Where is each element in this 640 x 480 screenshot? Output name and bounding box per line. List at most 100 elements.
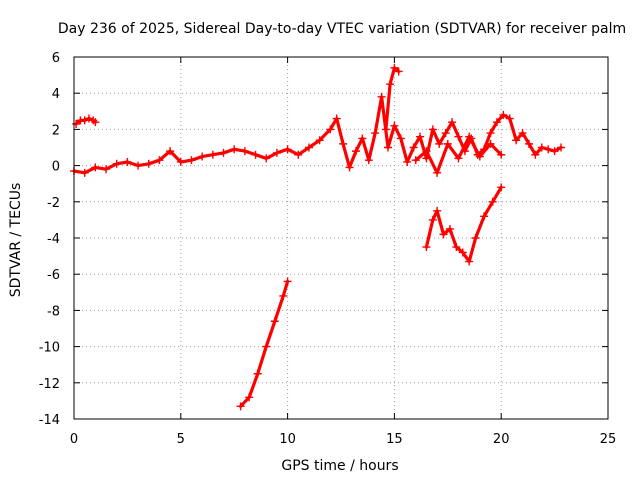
series-line [74, 116, 97, 126]
data-point [524, 139, 533, 148]
y-axis-title: SDTVAR / TECUs [8, 183, 24, 298]
y-tick-label: -10 [39, 341, 60, 356]
data-point [497, 150, 506, 159]
data-point [230, 145, 239, 154]
x-axis-title: GPS time / hours [281, 458, 398, 474]
x-tick-label: 0 [70, 432, 78, 447]
data-point [454, 154, 463, 163]
data-point [433, 168, 442, 177]
x-tick-labels: 0 5 10 15 20 25 [70, 432, 616, 447]
data-point [471, 234, 480, 242]
data-point [448, 118, 457, 127]
data-point [486, 129, 495, 138]
x-tick-label: 10 [279, 432, 296, 447]
data-point [262, 154, 271, 163]
data-point [443, 139, 452, 148]
data-point [488, 197, 497, 206]
data-point [358, 134, 367, 143]
data-point [332, 114, 341, 123]
data-point [416, 132, 425, 141]
data-point [499, 110, 508, 119]
axis-ticks [73, 56, 609, 420]
data-point [486, 139, 495, 148]
data-point [422, 147, 431, 156]
data-point [134, 161, 143, 170]
y-tick-label: -14 [39, 413, 60, 428]
data-point [428, 215, 437, 224]
data-point [465, 132, 474, 141]
data-point [381, 125, 390, 134]
data-point [294, 150, 303, 159]
x-tick-label: 20 [493, 432, 510, 447]
data-point [198, 152, 207, 161]
series-descending-arc [236, 277, 292, 411]
data-point [270, 317, 279, 326]
data-point [512, 136, 521, 145]
x-tick-label: 25 [600, 432, 617, 447]
x-tick-label: 5 [177, 432, 185, 447]
data-point [435, 139, 444, 148]
data-point [531, 150, 540, 159]
data-point [550, 147, 559, 156]
data-point [492, 118, 501, 127]
data-point [394, 67, 403, 76]
data-point [390, 121, 399, 130]
data-point [458, 248, 467, 257]
data-point [236, 402, 245, 411]
data-point [155, 156, 164, 165]
data-point [345, 163, 354, 172]
data-point [91, 163, 100, 172]
data-point [283, 145, 292, 154]
data-point [544, 145, 553, 154]
data-point [411, 156, 420, 165]
data-point [409, 143, 418, 152]
data-point [557, 143, 566, 152]
data-point [351, 147, 360, 156]
data-point [251, 150, 260, 159]
data-point [219, 148, 228, 157]
data-point [253, 369, 262, 378]
data-point [272, 148, 281, 157]
y-tick-labels: -14 -12 -10 -8 -6 -4 -2 0 2 4 6 [39, 51, 60, 428]
data-point [505, 114, 514, 123]
y-tick-label: -8 [47, 304, 60, 319]
data-point [72, 119, 81, 128]
data-point [441, 129, 450, 138]
data-point [187, 156, 196, 165]
chart-title: Day 236 of 2025, Sidereal Day-to-day VTE… [58, 21, 626, 37]
data-point [304, 143, 313, 152]
data-point [245, 393, 254, 402]
series-line [239, 279, 290, 408]
data-point [439, 230, 448, 239]
data-point [176, 157, 185, 166]
data-point [123, 157, 132, 166]
series-late-dip [422, 183, 506, 266]
data-point [422, 243, 431, 252]
data-point [396, 134, 405, 143]
data-point [283, 277, 292, 286]
data-point [390, 63, 399, 72]
data-point [377, 92, 386, 101]
data-point [166, 147, 175, 156]
data-point [91, 118, 100, 127]
data-point [112, 159, 121, 168]
y-tick-label: 2 [52, 123, 60, 138]
series-line [72, 95, 563, 175]
data-point [80, 116, 89, 125]
data-point [364, 156, 373, 165]
data-point [445, 224, 454, 233]
grid [74, 57, 608, 419]
series-early-offset [72, 114, 100, 128]
x-tick-label: 15 [386, 432, 403, 447]
data-point [454, 132, 463, 141]
data-point [403, 157, 412, 166]
data-point [326, 125, 335, 134]
series-line [424, 185, 503, 264]
data-point [315, 136, 324, 145]
data-point [339, 139, 348, 148]
series-line [384, 66, 401, 131]
series-peak-spike [381, 63, 403, 134]
data-point [383, 143, 392, 152]
y-tick-label: 4 [52, 87, 60, 102]
